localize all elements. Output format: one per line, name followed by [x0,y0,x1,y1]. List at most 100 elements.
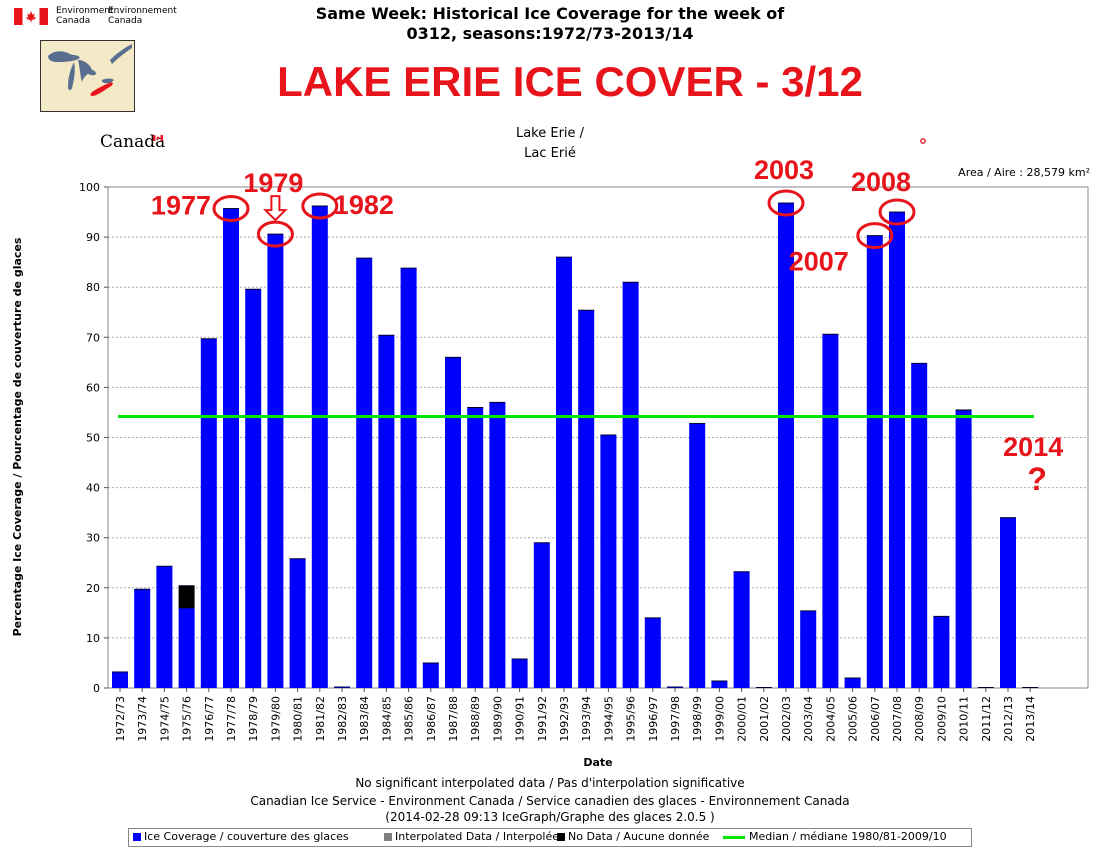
x-tick-label-1972-73: 1972/73 [114,696,127,742]
agency-name-en: Environment Canada [56,6,113,26]
x-tick-label-1980-81: 1980/81 [292,696,305,742]
bars [112,202,1039,689]
legend-swatch-median [723,835,745,839]
legend-label-median: Median / médiane 1980/81-2009/10 [749,830,947,843]
lake-area-label: Area / Aire : 28,579 km² [958,166,1090,179]
x-tick-label-1984-85: 1984/85 [380,696,393,742]
x-tick-label-2003-04: 2003/04 [802,696,815,742]
bar-ice-1983-84 [356,258,373,688]
legend-swatch-nodata [557,833,565,841]
x-tick-label-1998-99: 1998/99 [691,696,704,742]
small-red-marker [920,138,926,144]
bar-ice-1980-81 [289,558,306,688]
x-tick-label-2008-09: 2008/09 [913,696,926,742]
annotation-label-2007: 2007 [789,247,849,277]
annotation-label-1982: 1982 [334,190,394,220]
annotation-label-1977: 1977 [151,191,211,221]
y-tick-label-70: 70 [86,331,100,344]
legend-item-interpolated: Interpolated Data / Interpolée [384,830,559,843]
legend-label-ice: Ice Coverage / couverture des glaces [144,830,349,843]
x-axis-ticks: 1972/73 1973/74 1974/75 1975/76 1976/77 1977/… [114,688,1037,742]
annotation-circle-1979 [256,220,294,248]
x-tick-label-2000-01: 2000/01 [736,696,749,742]
x-tick-label-2004-05: 2004/05 [824,696,837,742]
x-tick-label-2002-03: 2002/03 [780,696,793,742]
y-tick-label-30: 30 [86,532,100,545]
bar-ice-1982-83 [334,686,350,688]
y-tick-label-40: 40 [86,482,100,495]
x-tick-label-1973-74: 1973/74 [136,696,149,742]
bar-ice-1997-98 [667,686,683,688]
chart-legend: Ice Coverage / couverture des glaces Int… [128,828,972,847]
legend-item-median: Median / médiane 1980/81-2009/10 [723,830,947,843]
y-tick-label-50: 50 [86,432,100,445]
bar-ice-2009-10 [933,616,950,688]
annotation-arrow-1979 [262,195,288,222]
x-tick-label-1996-97: 1996/97 [647,696,660,742]
chart-title-line1: Lake Erie / [515,126,585,141]
x-tick-label-1989-90: 1989/90 [491,696,504,742]
bar-ice-2012-13 [1000,517,1016,688]
y-tick-label-90: 90 [86,231,100,244]
bar-ice-2010-11 [955,409,972,688]
x-tick-label-1981-82: 1981/82 [314,696,327,742]
bar-ice-1999-00 [711,680,728,688]
x-tick-label-1983-84: 1983/84 [358,696,371,742]
bar-ice-1977-78 [223,208,239,688]
x-tick-label-1987-88: 1987/88 [447,696,460,742]
x-tick-label-1994-95: 1994/95 [602,696,615,742]
agency-en-line2: Canada [56,16,91,26]
x-tick-label-1993-94: 1993/94 [580,696,593,742]
bar-ice-1996-97 [644,617,661,688]
bar-ice-2007-08 [889,212,905,689]
legend-item-nodata: No Data / Aucune donnée [557,830,709,843]
bar-ice-1973-74 [134,589,151,688]
x-axis-label: Date [583,756,612,769]
x-tick-label-1991-92: 1991/92 [536,696,549,742]
bar-ice-1986-87 [422,662,439,688]
y-tick-label-100: 100 [79,181,100,194]
y-axis-ticks: 0 10 20 30 40 50 60 70 80 90 100 [79,181,108,695]
x-tick-label-2005-06: 2005/06 [847,696,860,742]
annotation-label-2008: 2008 [851,167,911,197]
agency-en-line1: Environment [56,6,114,16]
x-tick-label-2006-07: 2006/07 [869,696,882,742]
x-tick-label-2007-08: 2007/08 [891,696,904,742]
x-tick-label-1979-80: 1979/80 [269,696,282,742]
x-tick-label-1986-87: 1986/87 [425,696,438,742]
agency-name-fr: Environnement Canada [108,6,177,26]
chart-title-line2: Lac Erié [524,146,576,161]
bar-ice-2006-07 [866,235,883,689]
x-tick-label-2001-02: 2001/02 [758,696,771,742]
report-title: Same Week: Historical Ice Coverage for t… [280,4,820,44]
footer-source: Canadian Ice Service - Environment Canad… [250,794,850,808]
report-title-line1: Same Week: Historical Ice Coverage for t… [315,4,785,23]
bar-ice-1995-96 [622,282,639,688]
bar-nodata-1975-76 [178,585,195,608]
x-tick-label-1978-79: 1978/79 [247,696,260,742]
legend-swatch-ice [133,833,141,841]
annotation-label-question-mark: ? [1027,461,1047,497]
annotations: 1977 1979 1982 2003 2007 2008 2014? [151,155,1063,497]
x-tick-label-1999-00: 1999/00 [713,696,726,742]
x-tick-label-1985-86: 1985/86 [403,696,416,742]
bar-ice-1998-99 [689,423,706,688]
x-tick-label-1990-91: 1990/91 [514,696,527,742]
x-tick-label-1974-75: 1974/75 [158,696,171,742]
x-tick-label-2012-13: 2012/13 [1002,696,1015,742]
bar-ice-2008-09 [911,363,928,688]
bar-ice-2003-04 [800,610,817,688]
legend-label-nodata: No Data / Aucune donnée [568,830,710,843]
bar-ice-1981-82 [311,206,328,688]
bar-ice-1976-77 [200,338,217,688]
annotation-circle-2008 [878,198,916,226]
x-tick-label-2009-10: 2009/10 [935,696,948,742]
bar-ice-1979-80 [267,234,284,688]
annotation-circle-2007 [856,222,894,250]
overlay-title: LAKE ERIE ICE COVER - 3/12 [277,58,863,105]
x-tick-label-1997-98: 1997/98 [669,696,682,742]
footer-timestamp: (2014-02-28 09:13 IceGraph/Graphe des gl… [385,810,715,824]
bar-ice-1987-88 [445,357,461,688]
bar-ice-1994-95 [600,434,617,688]
